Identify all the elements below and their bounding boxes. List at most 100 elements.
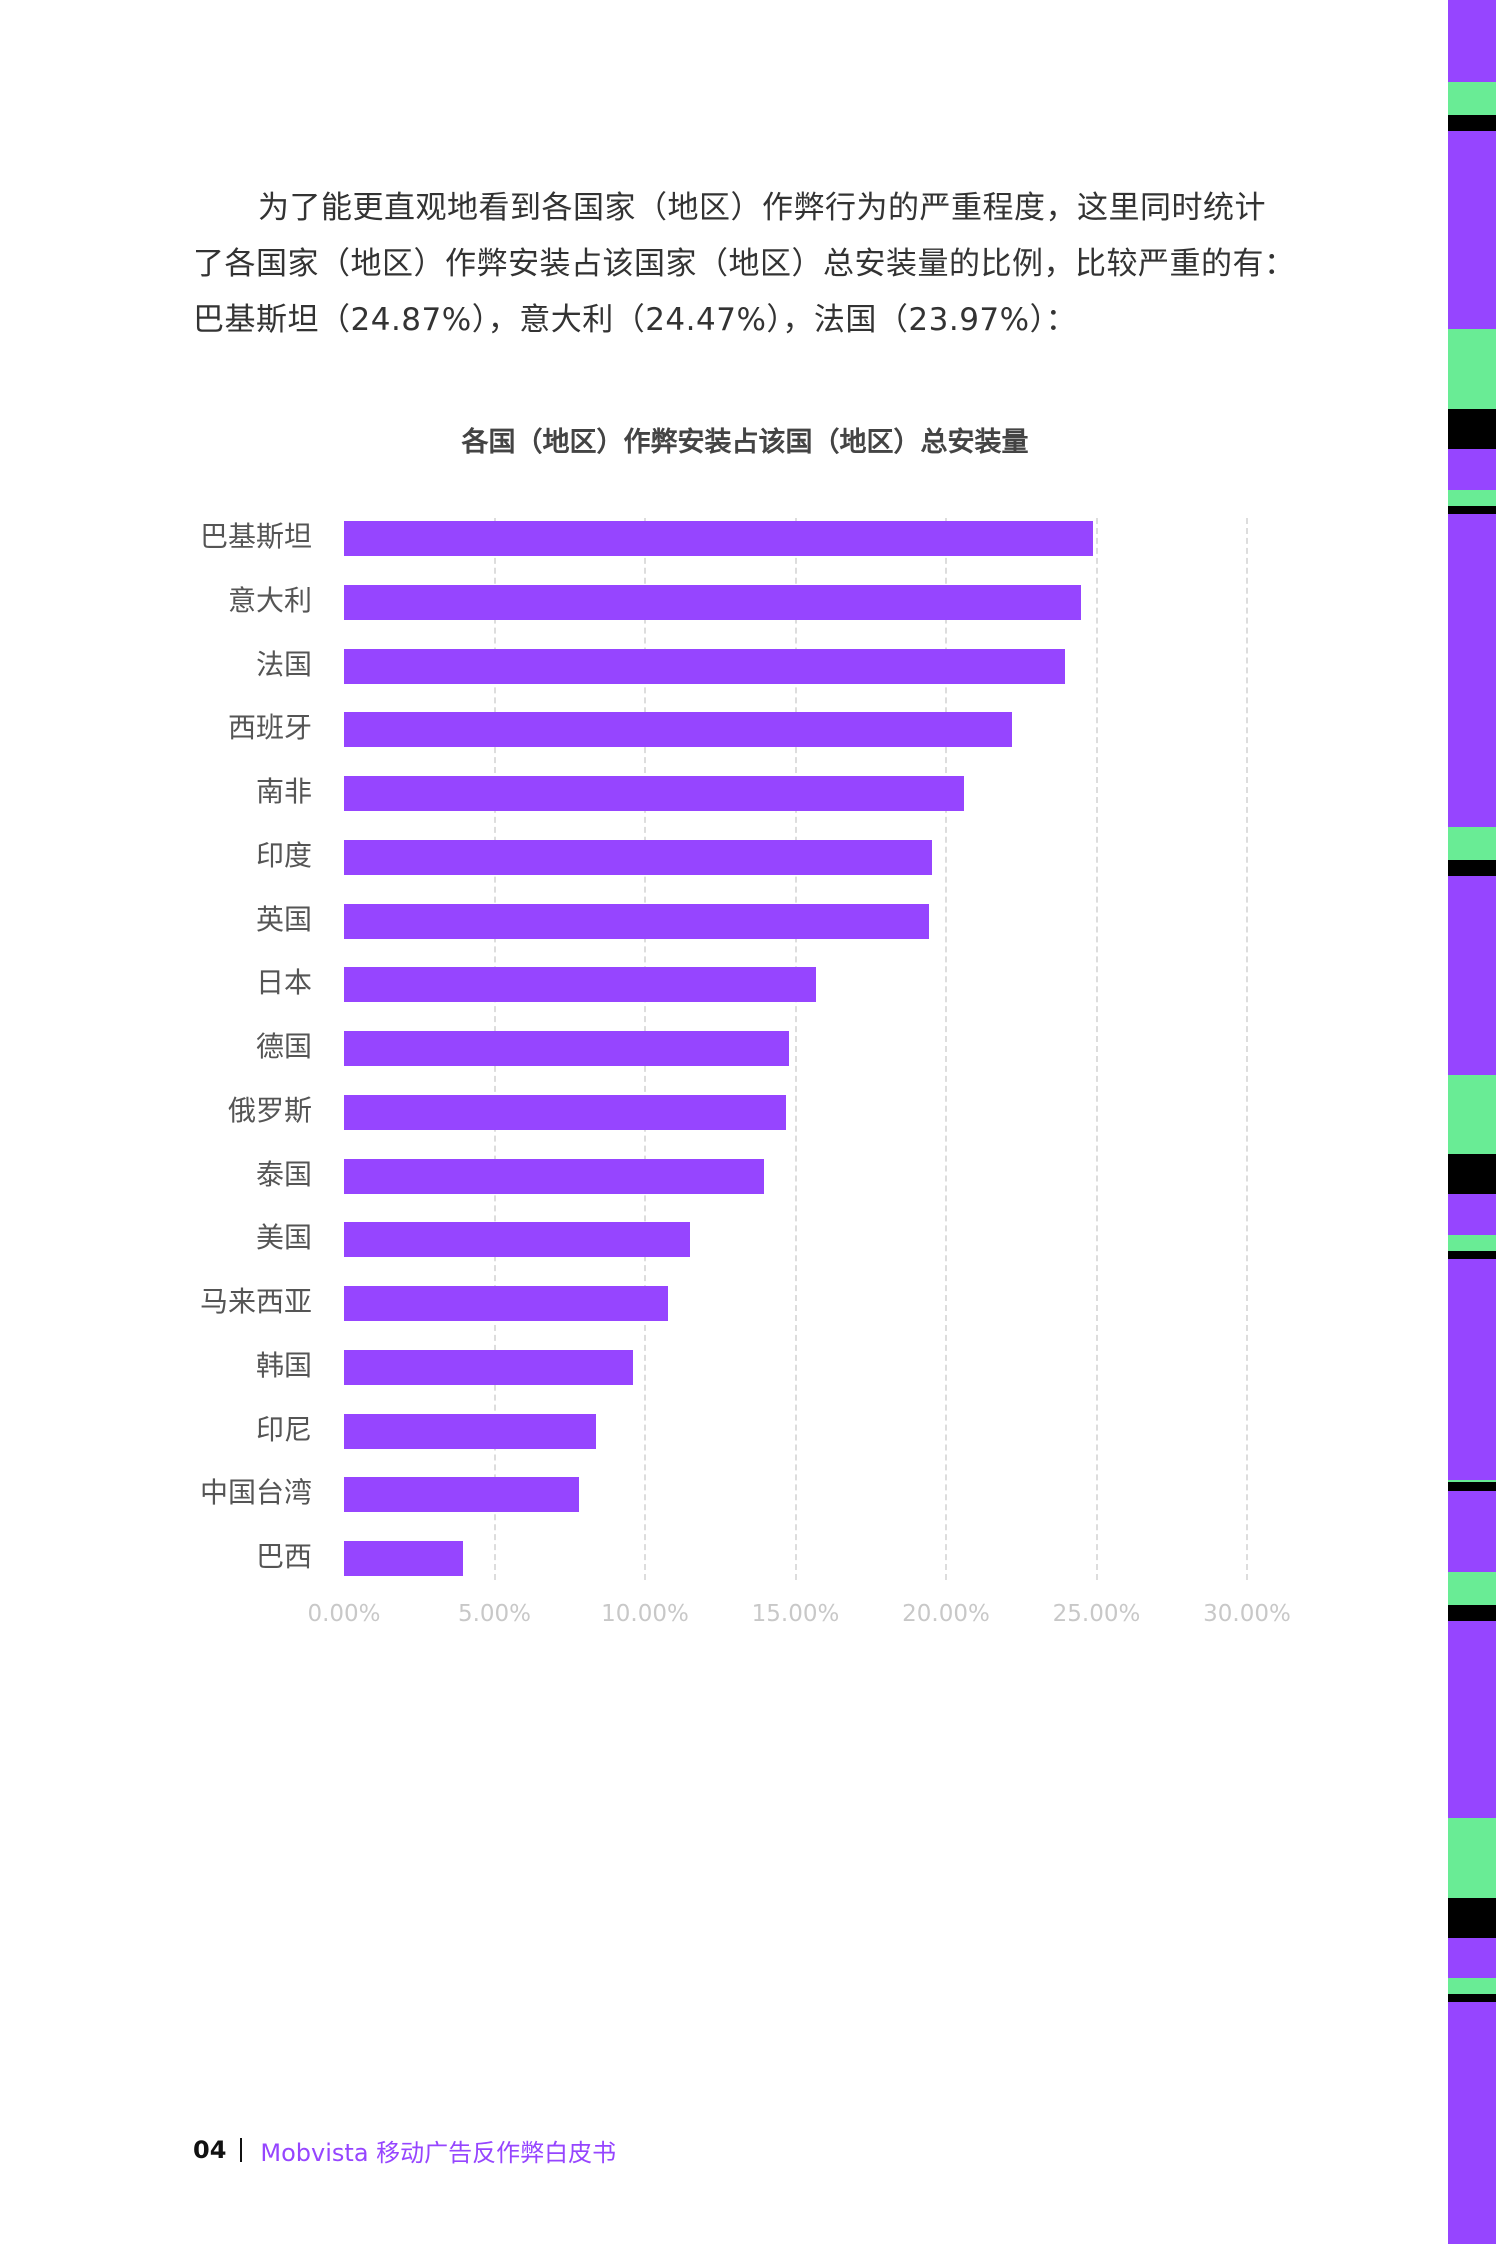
stripe-segment xyxy=(1448,827,1496,860)
stripe-segment xyxy=(1448,409,1496,449)
bar-row: 巴基斯坦 xyxy=(0,520,1300,556)
bar-row: 意大利 xyxy=(0,583,1300,620)
decorative-side-stripe xyxy=(1448,0,1496,2244)
bar[interactable] xyxy=(344,712,1013,748)
category-label: 法国 xyxy=(255,647,312,681)
x-tick-label: 25.00% xyxy=(1052,1601,1141,1627)
footer-document-title: Mobvista 移动广告反作弊白皮书 xyxy=(260,2138,617,2167)
x-tick-label: 5.00% xyxy=(457,1601,532,1627)
stripe-segment xyxy=(1448,131,1496,329)
stripe-segment xyxy=(1448,82,1496,115)
category-label: 日本 xyxy=(255,966,312,1000)
category-label: 俄罗斯 xyxy=(227,1093,312,1127)
x-tick-label: 20.00% xyxy=(902,1601,990,1627)
stripe-segment xyxy=(1448,2002,1496,2244)
stripe-segment xyxy=(1448,490,1496,506)
footer-divider xyxy=(240,2138,243,2162)
stripe-segment xyxy=(1448,1194,1496,1235)
bar[interactable] xyxy=(344,1541,463,1576)
bar-row: 日本 xyxy=(0,966,1300,1003)
bar-row: 巴西 xyxy=(0,1540,1300,1576)
stripe-segment xyxy=(1448,1491,1496,1572)
bar-row: 南非 xyxy=(0,775,1300,811)
x-tick-label: 0.00% xyxy=(307,1601,381,1627)
bar-row: 美国 xyxy=(0,1221,1300,1258)
bar-row: 西班牙 xyxy=(0,711,1300,748)
category-label: 意大利 xyxy=(227,583,312,617)
bar-row: 英国 xyxy=(0,902,1300,939)
intro-line-3: 巴基斯坦（24.87%），意大利（24.47%），法国（23.97%）： xyxy=(193,302,1078,338)
x-tick-label: 30.00% xyxy=(1203,1601,1291,1627)
bar[interactable] xyxy=(344,903,929,939)
page-number: 04 xyxy=(193,2136,227,2164)
gridline xyxy=(1246,518,1248,1580)
bar[interactable] xyxy=(344,1413,596,1449)
bar[interactable] xyxy=(344,1094,786,1130)
bar-row: 中国台湾 xyxy=(0,1476,1300,1513)
category-label: 巴西 xyxy=(255,1540,312,1573)
category-label: 西班牙 xyxy=(227,711,312,745)
stripe-segment xyxy=(1448,0,1496,82)
intro-line-2: 了各国家（地区）作弊安装占该国家（地区）总安装量的比例，比较严重的有： xyxy=(193,246,1296,282)
bar-row: 德国 xyxy=(0,1030,1300,1066)
bar[interactable] xyxy=(344,1222,691,1258)
category-label: 南非 xyxy=(255,775,312,808)
bar[interactable] xyxy=(344,584,1081,620)
stripe-segment xyxy=(1448,1898,1496,1938)
bar-row: 马来西亚 xyxy=(0,1285,1300,1321)
stripe-segment xyxy=(1448,1154,1496,1194)
bar-row: 泰国 xyxy=(0,1157,1300,1194)
stripe-segment xyxy=(1448,449,1496,490)
gridline xyxy=(1095,518,1098,1580)
category-label: 泰国 xyxy=(255,1157,312,1191)
bar[interactable] xyxy=(344,776,965,811)
stripe-segment xyxy=(1448,1480,1496,1482)
category-label: 马来西亚 xyxy=(199,1285,312,1318)
category-label: 印尼 xyxy=(255,1412,312,1446)
stripe-segment xyxy=(1448,1621,1496,1818)
stripe-segment xyxy=(1448,1978,1496,1994)
x-tick-label: 15.00% xyxy=(751,1601,840,1627)
stripe-segment xyxy=(1448,1251,1496,1259)
stripe-segment xyxy=(1448,1994,1496,2002)
stripe-segment xyxy=(1448,1235,1496,1251)
bar[interactable] xyxy=(344,521,1093,556)
category-label: 美国 xyxy=(255,1221,312,1255)
bar[interactable] xyxy=(344,1031,789,1066)
stripe-segment xyxy=(1448,506,1496,514)
intro-paragraph: 为了能更直观地看到各国家（地区）作弊行为的严重程度，这里同时统计 了各国家（地区… xyxy=(193,180,1313,348)
stripe-segment xyxy=(1448,115,1496,131)
stripe-segment xyxy=(1448,1259,1496,1482)
intro-line-1: 为了能更直观地看到各国家（地区）作弊行为的严重程度，这里同时统计 xyxy=(258,190,1266,226)
bar-row: 俄罗斯 xyxy=(0,1093,1300,1130)
category-label: 巴基斯坦 xyxy=(199,520,312,553)
stripe-segment xyxy=(1448,1938,1496,1978)
bar[interactable] xyxy=(344,1286,668,1321)
stripe-segment xyxy=(1448,876,1496,1075)
category-label: 韩国 xyxy=(255,1348,312,1382)
bar[interactable] xyxy=(344,839,932,875)
category-label: 印度 xyxy=(255,838,312,872)
stripe-segment xyxy=(1448,1482,1496,1491)
bar[interactable] xyxy=(344,1477,579,1513)
category-label: 德国 xyxy=(255,1030,312,1063)
x-tick-label: 10.00% xyxy=(601,1601,689,1627)
bar[interactable] xyxy=(344,1158,764,1194)
stripe-segment xyxy=(1448,1075,1496,1154)
bar-row: 印尼 xyxy=(0,1412,1300,1449)
stripe-segment xyxy=(1448,1818,1496,1898)
category-label: 英国 xyxy=(255,902,312,936)
bar-row: 韩国 xyxy=(0,1348,1300,1385)
bar-row: 法国 xyxy=(0,647,1300,684)
category-label: 中国台湾 xyxy=(199,1476,312,1510)
stripe-segment xyxy=(1448,514,1496,746)
page-footer: 04 Mobvista 移动广告反作弊白皮书 xyxy=(193,2134,617,2167)
stripe-segment xyxy=(1448,860,1496,876)
chart-title: 各国（地区）作弊安装占该国（地区）总安装量 xyxy=(461,427,1029,458)
bar[interactable] xyxy=(344,648,1066,684)
bar[interactable] xyxy=(344,967,816,1003)
bar[interactable] xyxy=(344,1349,633,1385)
stripe-segment xyxy=(1448,746,1496,827)
stripe-segment xyxy=(1448,1572,1496,1605)
stripe-segment xyxy=(1448,329,1496,409)
